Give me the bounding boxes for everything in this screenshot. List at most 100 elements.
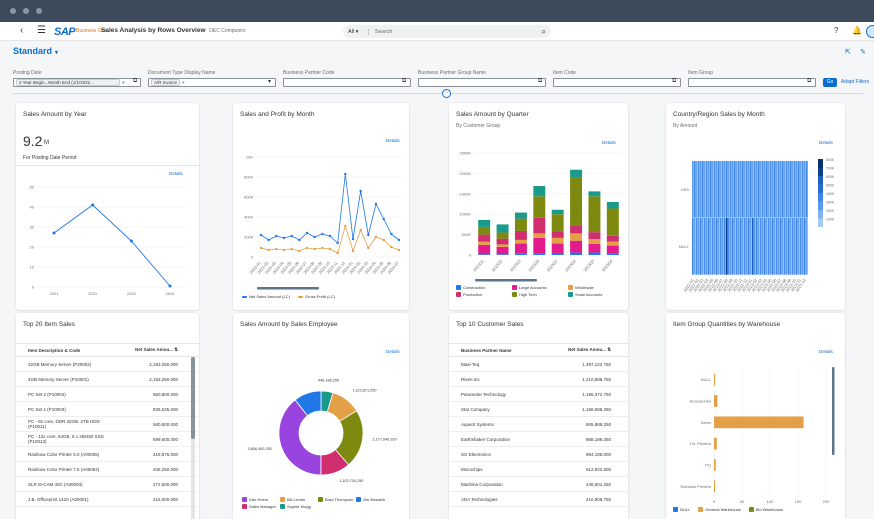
edit-icon[interactable]: ✎ xyxy=(860,49,866,56)
legend-item[interactable]: Jim Boswick xyxy=(356,497,392,502)
filter-doc-type[interactable]: A/R Invoice × xyxy=(148,78,276,87)
filter-token[interactable]: 2 Year Begin...Month End (1/1/2022... xyxy=(16,79,120,86)
table-row[interactable]: Parameter Technology 1,196,372.750 xyxy=(449,387,628,402)
card-top-item-sales[interactable]: Top 20 Item Sales Item Description & Cod… xyxy=(16,313,199,519)
legend-item[interactable]: NULL xyxy=(673,507,690,512)
share-icon[interactable]: ⇱ xyxy=(845,49,851,56)
legend-item[interactable]: Small Accounts xyxy=(568,292,622,297)
table-row[interactable]: J.B. Officeprint 1420 (A00001) 215,000.00… xyxy=(16,492,199,507)
table-row[interactable]: Earthshaker Corporation 888,186.250 xyxy=(449,432,628,447)
window-close-dot[interactable] xyxy=(10,8,16,14)
sap-logo[interactable]: SAP Business One xyxy=(54,25,107,38)
table-row[interactable]: Rainbow Color Printer 5.0 (A00005) 419,87… xyxy=(16,447,199,462)
details-link[interactable]: Details xyxy=(602,140,616,145)
details-link[interactable]: Details xyxy=(819,349,833,354)
variant-selector[interactable]: Standard ▾ xyxy=(13,46,58,56)
filter-posting-date[interactable]: 2 Year Begin...Month End (1/1/2022... × xyxy=(13,78,141,87)
token-remove-icon[interactable]: × xyxy=(182,80,185,85)
legend-item[interactable]: Dan Hoers xyxy=(242,497,278,502)
token-remove-icon[interactable]: × xyxy=(122,80,125,85)
legend-item[interactable]: Brad Thompson xyxy=(318,497,354,502)
table-row[interactable]: PC Set 2 (P10004) 960,600.000 xyxy=(16,387,199,402)
table-row[interactable]: Aquent Systems 905,889.250 xyxy=(449,417,628,432)
value-help-icon[interactable]: ⧉ xyxy=(538,78,543,84)
table-row[interactable]: Star Company 1,158,586.250 xyxy=(449,402,628,417)
table-row[interactable]: Riven Inc 1,210,686.750 xyxy=(449,372,628,387)
value-help-icon[interactable]: ⧉ xyxy=(807,78,812,84)
back-icon[interactable]: ‹ xyxy=(20,25,24,36)
window-minimize-dot[interactable] xyxy=(23,8,29,14)
user-avatar[interactable] xyxy=(866,25,874,38)
details-link[interactable]: Details xyxy=(819,140,833,145)
card-sales-by-year[interactable]: Sales Amount by Year 9.2 M For Posting D… xyxy=(16,103,199,310)
table-row[interactable]: PC Set 1 (P10003) 826,545.000 xyxy=(16,402,199,417)
table-row[interactable]: Mashina Corporation 446,501.250 xyxy=(449,477,628,492)
filter-token[interactable]: A/R Invoice xyxy=(151,79,181,86)
legend-item[interactable]: General Warehouse xyxy=(698,507,741,512)
table-row[interactable]: SLR M-CAM 40C (A00003) 272,500.000 xyxy=(16,477,199,492)
search-scope-select[interactable]: All ▾ xyxy=(343,28,369,35)
column-header[interactable]: Net Sales Amou... ⇅ xyxy=(549,347,619,353)
collapse-header-button[interactable]: ⌃ xyxy=(442,89,451,98)
legend-item[interactable]: Net Sales Amount (LC) xyxy=(242,294,290,299)
menu-icon[interactable]: ☰ xyxy=(37,25,46,36)
search-input[interactable]: Search xyxy=(375,28,393,35)
card-subtitle: By Amount xyxy=(673,123,698,129)
window-maximize-dot[interactable] xyxy=(36,8,42,14)
table-row[interactable]: PC - 8x core, DDR 32GB, 2TB HDD (P10011)… xyxy=(16,417,199,432)
sort-icon[interactable]: ⇅ xyxy=(607,347,611,352)
data-point xyxy=(305,246,309,250)
adapt-filters-button[interactable]: Adapt Filters xyxy=(841,79,870,85)
legend-item[interactable]: Gross Profit (LC) xyxy=(297,294,335,299)
legend-item[interactable]: Sophie Klogg xyxy=(280,504,316,509)
table-row[interactable]: ADA Technologies 410,908.750 xyxy=(449,492,628,507)
card-sales-profit-month[interactable]: Sales and Profit by Month Details 10K 800… xyxy=(233,103,409,310)
go-button[interactable]: Go xyxy=(823,78,837,87)
sort-icon[interactable]: ⇅ xyxy=(174,347,178,352)
card-sales-by-quarter[interactable]: Sales Amount by Quarter By Customer Grou… xyxy=(449,103,628,310)
legend-item[interactable]: High Tech xyxy=(512,292,566,297)
table-row[interactable]: Rainbow Color Printer 7.5 (A00004) 406,25… xyxy=(16,462,199,477)
card-item-group-warehouse[interactable]: Item Group Quantities by Warehouse Detai… xyxy=(666,313,845,519)
table-row[interactable]: Maxi-Teq 1,487,122.750 xyxy=(449,357,628,372)
legend-label: High Tech xyxy=(519,292,537,297)
card-title: Top 20 Item Sales xyxy=(23,321,76,328)
details-link[interactable]: Details xyxy=(386,138,400,143)
heatmap-cell xyxy=(754,161,756,218)
card-top-customer-sales[interactable]: Top 10 Customer Sales Business Partner N… xyxy=(449,313,628,519)
value-help-icon[interactable]: ⧉ xyxy=(402,78,407,84)
value-help-icon[interactable]: ⧉ xyxy=(672,78,677,84)
column-header[interactable]: Net Sales Amou... ⇅ xyxy=(116,347,186,353)
filter-bp-code[interactable] xyxy=(283,78,411,87)
help-icon[interactable]: ? xyxy=(834,26,839,35)
filter-item-code[interactable] xyxy=(553,78,681,87)
details-link[interactable]: Details xyxy=(386,349,400,354)
table-row[interactable]: Microchips 612,922.500 xyxy=(449,462,628,477)
legend-item[interactable]: Construction xyxy=(456,285,510,290)
notification-bell-icon[interactable]: 🔔 xyxy=(852,26,862,35)
column-header[interactable]: Business Partner Name xyxy=(461,347,512,353)
value-help-icon[interactable]: ⧉ xyxy=(133,78,138,84)
legend-item[interactable]: Bin Warehouse xyxy=(748,507,783,512)
scrollbar-thumb[interactable] xyxy=(191,357,195,439)
card-sales-by-employee[interactable]: Sales Amount by Sales Employee Details 4… xyxy=(233,313,409,519)
legend-item[interactable]: Wholesale xyxy=(568,285,622,290)
global-search[interactable]: All ▾ Search ⌕ xyxy=(343,25,551,38)
search-icon[interactable]: ⌕ xyxy=(541,26,546,36)
filter-bp-group[interactable] xyxy=(418,78,546,87)
table-row[interactable]: SG Electronics 884,185.000 xyxy=(449,447,628,462)
data-point xyxy=(52,231,56,235)
filter-item-group[interactable] xyxy=(688,78,816,87)
legend-item[interactable]: Sales Manager xyxy=(242,504,278,509)
legend-item[interactable]: Production xyxy=(456,292,510,297)
bar-segment xyxy=(606,253,619,255)
table-row[interactable]: 4GB Memory Server (P10001) 2,183,250.000 xyxy=(16,372,199,387)
column-header[interactable]: Item Description & Code xyxy=(28,347,81,353)
details-link[interactable]: Details xyxy=(169,171,183,176)
legend-item[interactable]: Bill Levine xyxy=(280,497,316,502)
table-row[interactable]: 32GB Memory Server (P20002) 2,183,250.000 xyxy=(16,357,199,372)
dropdown-chevron-icon[interactable]: ▾ xyxy=(268,79,272,85)
card-country-sales[interactable]: Country/Region Sales by Month By Amount … xyxy=(666,103,845,310)
legend-item[interactable]: Large Accounts xyxy=(512,285,566,290)
table-row[interactable]: PC - 12x core, 64GB, 5 x 256GB SSD (P100… xyxy=(16,432,199,447)
